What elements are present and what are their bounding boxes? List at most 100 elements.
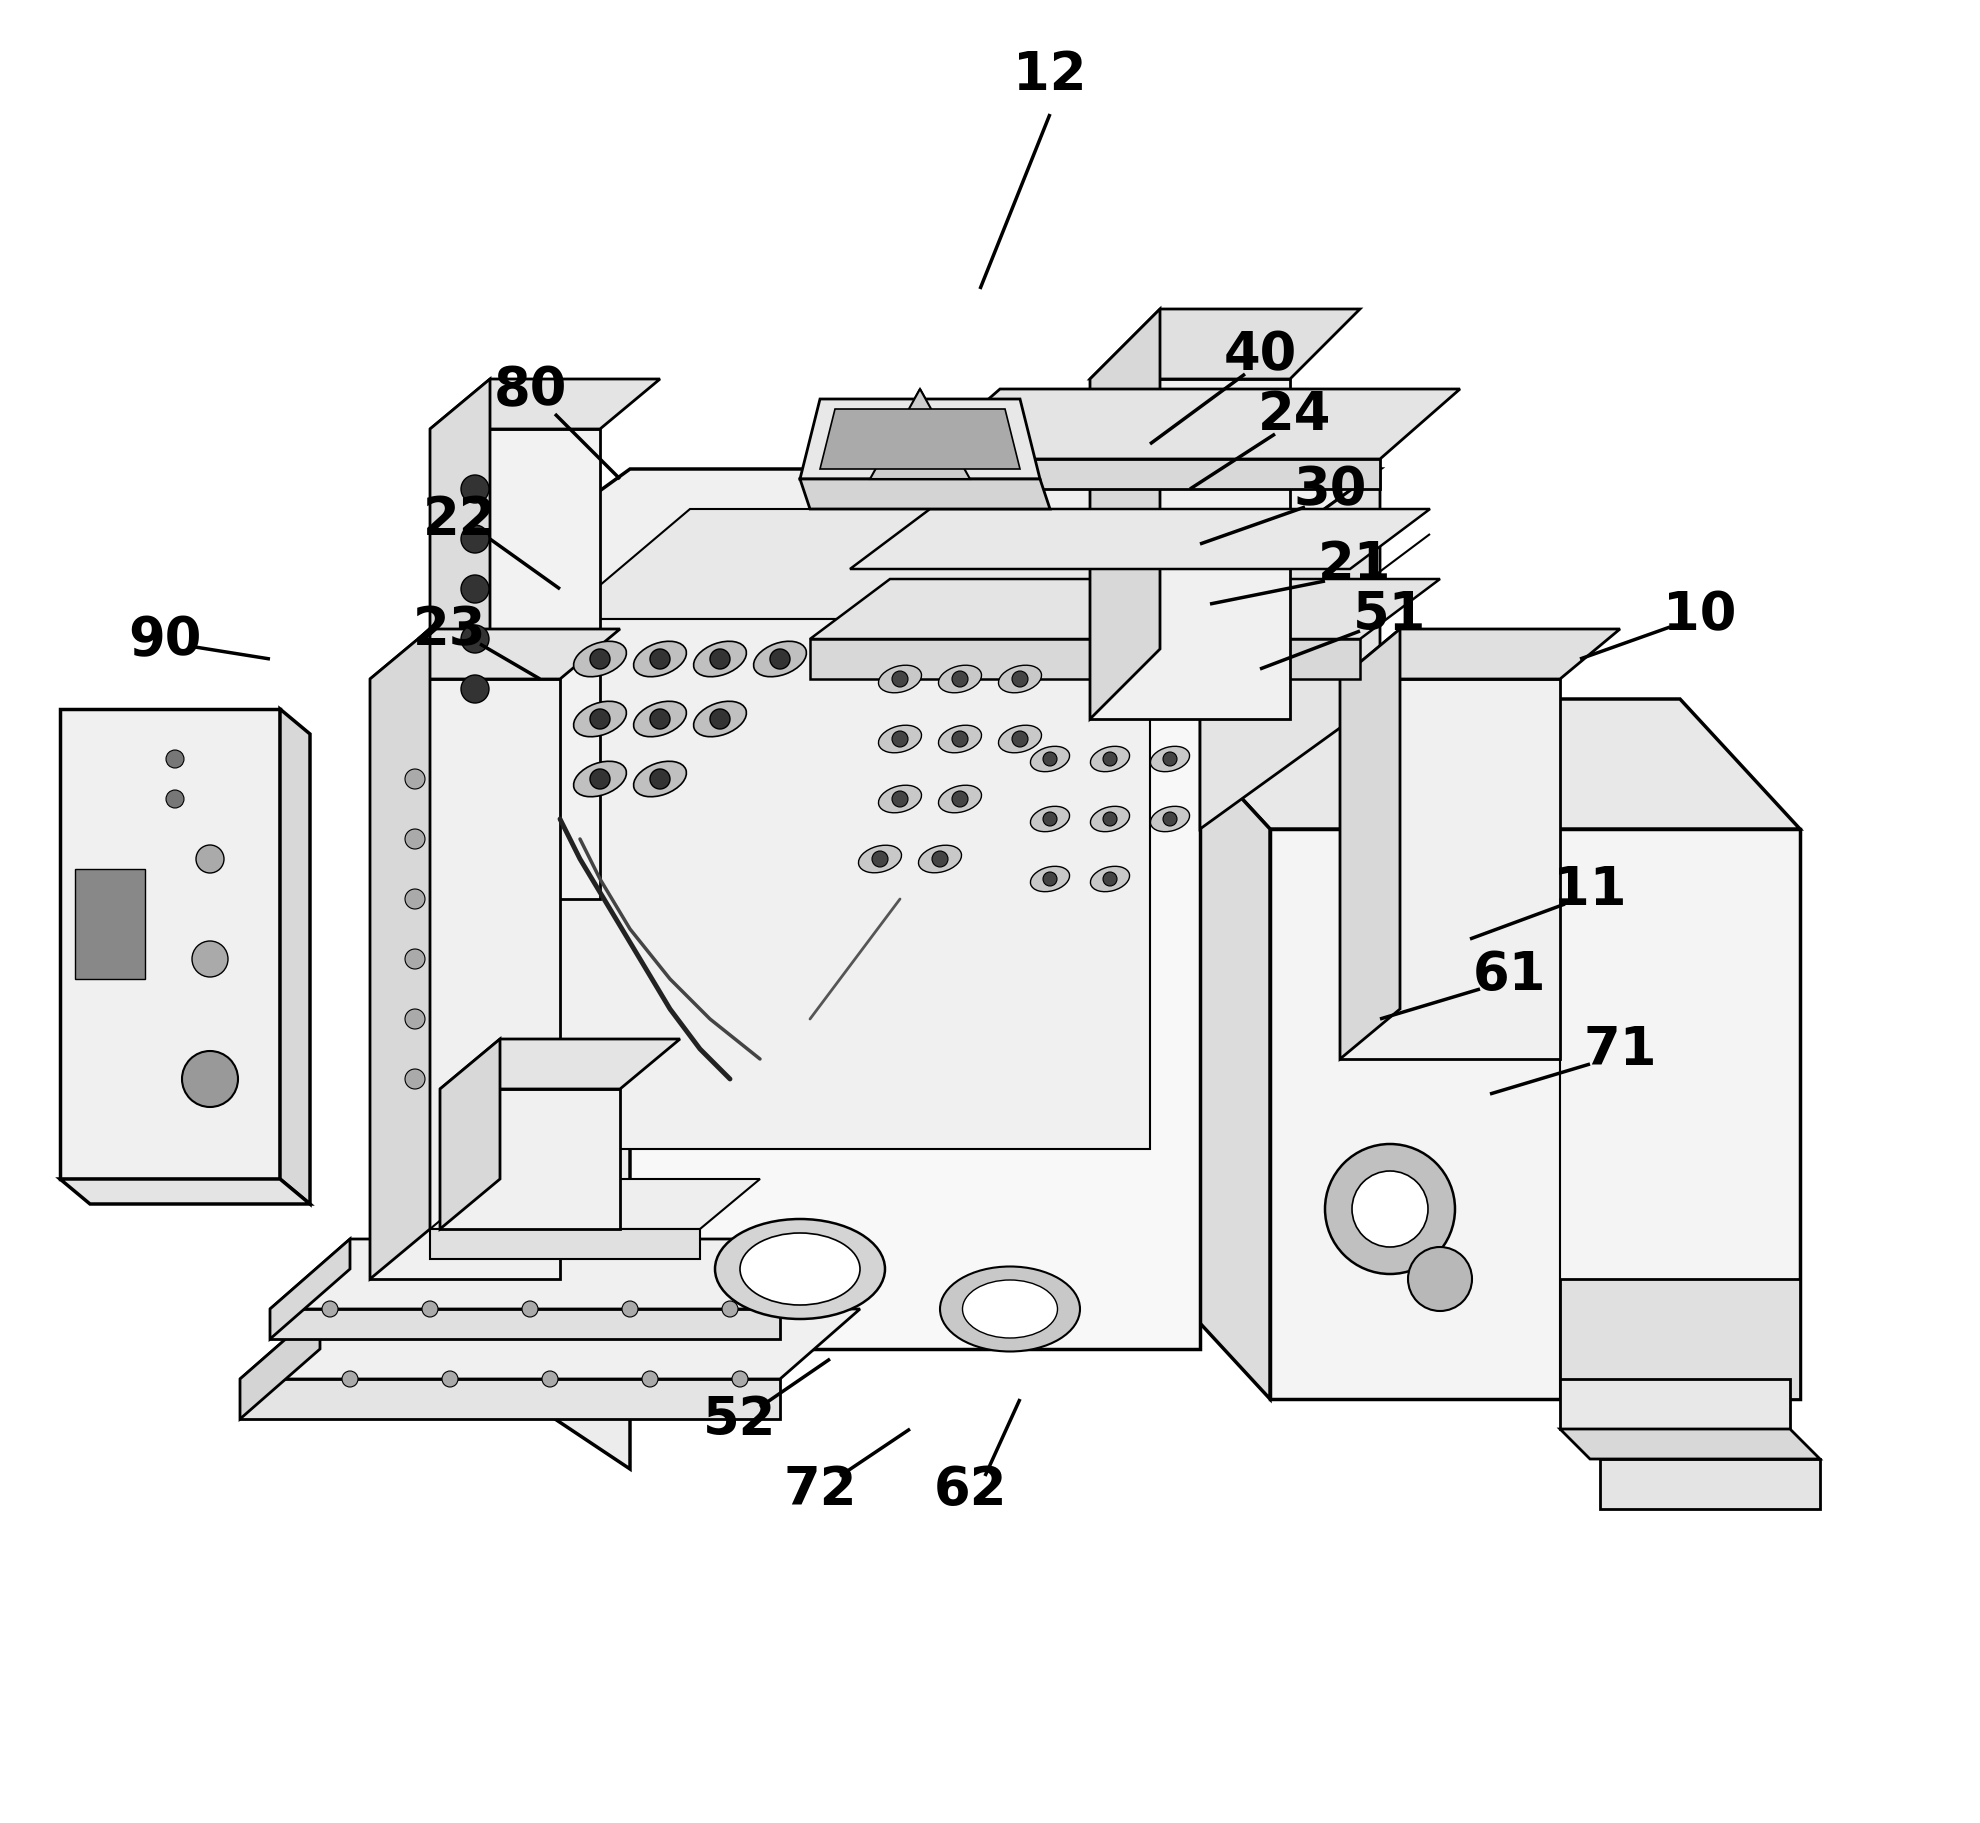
Circle shape (1103, 873, 1117, 886)
Circle shape (406, 829, 426, 850)
Circle shape (166, 791, 184, 809)
Polygon shape (849, 510, 1430, 569)
Circle shape (166, 751, 184, 769)
Circle shape (733, 1371, 748, 1387)
Circle shape (1162, 813, 1176, 826)
Text: 61: 61 (1473, 948, 1546, 1001)
Polygon shape (560, 510, 1279, 620)
Circle shape (422, 1302, 438, 1318)
Circle shape (952, 791, 968, 808)
Circle shape (1012, 671, 1028, 687)
Circle shape (523, 1302, 539, 1318)
Ellipse shape (1091, 866, 1129, 891)
Circle shape (1408, 1247, 1471, 1311)
Ellipse shape (634, 642, 687, 678)
Circle shape (1043, 753, 1057, 767)
Polygon shape (75, 870, 145, 979)
Polygon shape (269, 1309, 780, 1340)
Polygon shape (269, 1240, 859, 1309)
Polygon shape (279, 709, 311, 1205)
Circle shape (622, 1302, 638, 1318)
Polygon shape (440, 1090, 620, 1229)
Polygon shape (1560, 1280, 1800, 1400)
Ellipse shape (998, 726, 1041, 753)
Circle shape (461, 576, 489, 603)
Ellipse shape (939, 726, 982, 753)
Circle shape (770, 649, 790, 669)
Polygon shape (240, 1309, 321, 1420)
Polygon shape (1340, 680, 1560, 1059)
Circle shape (461, 476, 489, 503)
Circle shape (406, 1010, 426, 1030)
Ellipse shape (919, 846, 962, 873)
Circle shape (893, 791, 909, 808)
Circle shape (461, 525, 489, 554)
Circle shape (343, 1371, 358, 1387)
Ellipse shape (1091, 808, 1129, 833)
Circle shape (1012, 731, 1028, 747)
Polygon shape (430, 379, 489, 899)
Polygon shape (370, 629, 430, 1280)
Ellipse shape (754, 642, 806, 678)
Circle shape (182, 1052, 238, 1107)
Polygon shape (1340, 629, 1400, 1059)
Circle shape (323, 1302, 339, 1318)
Polygon shape (1600, 1458, 1820, 1509)
Circle shape (893, 671, 909, 687)
Polygon shape (240, 1309, 859, 1380)
Text: 10: 10 (1663, 589, 1736, 640)
Text: 71: 71 (1584, 1023, 1657, 1076)
Circle shape (952, 731, 968, 747)
Ellipse shape (879, 786, 921, 813)
Text: 24: 24 (1259, 388, 1333, 441)
Ellipse shape (1030, 866, 1069, 891)
Polygon shape (1091, 310, 1160, 720)
Text: 72: 72 (784, 1464, 857, 1515)
Circle shape (406, 890, 426, 910)
Ellipse shape (693, 702, 746, 736)
Text: 12: 12 (1014, 49, 1087, 100)
Ellipse shape (998, 665, 1041, 693)
Ellipse shape (634, 702, 687, 736)
Polygon shape (800, 399, 1040, 479)
Circle shape (461, 625, 489, 654)
Polygon shape (1091, 379, 1291, 720)
Polygon shape (810, 640, 1360, 680)
Circle shape (711, 709, 731, 729)
Polygon shape (430, 379, 659, 430)
Polygon shape (59, 1179, 311, 1205)
Polygon shape (449, 600, 630, 1469)
Circle shape (893, 731, 909, 747)
Polygon shape (1560, 1380, 1790, 1429)
Polygon shape (1150, 700, 1800, 829)
Polygon shape (810, 580, 1439, 640)
Polygon shape (1340, 629, 1620, 680)
Polygon shape (240, 1380, 780, 1420)
Ellipse shape (715, 1220, 885, 1320)
Ellipse shape (634, 762, 687, 797)
Polygon shape (440, 1039, 501, 1229)
Circle shape (1162, 753, 1176, 767)
Circle shape (192, 941, 228, 977)
Polygon shape (449, 470, 1380, 600)
Circle shape (649, 649, 669, 669)
Circle shape (649, 709, 669, 729)
Polygon shape (1091, 310, 1360, 379)
Ellipse shape (574, 642, 626, 678)
Polygon shape (800, 479, 1049, 510)
Ellipse shape (1030, 808, 1069, 833)
Polygon shape (1200, 470, 1380, 829)
Ellipse shape (1150, 747, 1190, 773)
Polygon shape (430, 430, 600, 899)
Circle shape (711, 649, 731, 669)
Circle shape (952, 671, 968, 687)
Ellipse shape (940, 1267, 1079, 1353)
Circle shape (649, 769, 669, 789)
Circle shape (543, 1371, 558, 1387)
Circle shape (461, 676, 489, 704)
Text: 51: 51 (1352, 589, 1428, 640)
Ellipse shape (574, 702, 626, 736)
Ellipse shape (693, 642, 746, 678)
Text: 30: 30 (1293, 463, 1366, 516)
Polygon shape (269, 1240, 350, 1340)
